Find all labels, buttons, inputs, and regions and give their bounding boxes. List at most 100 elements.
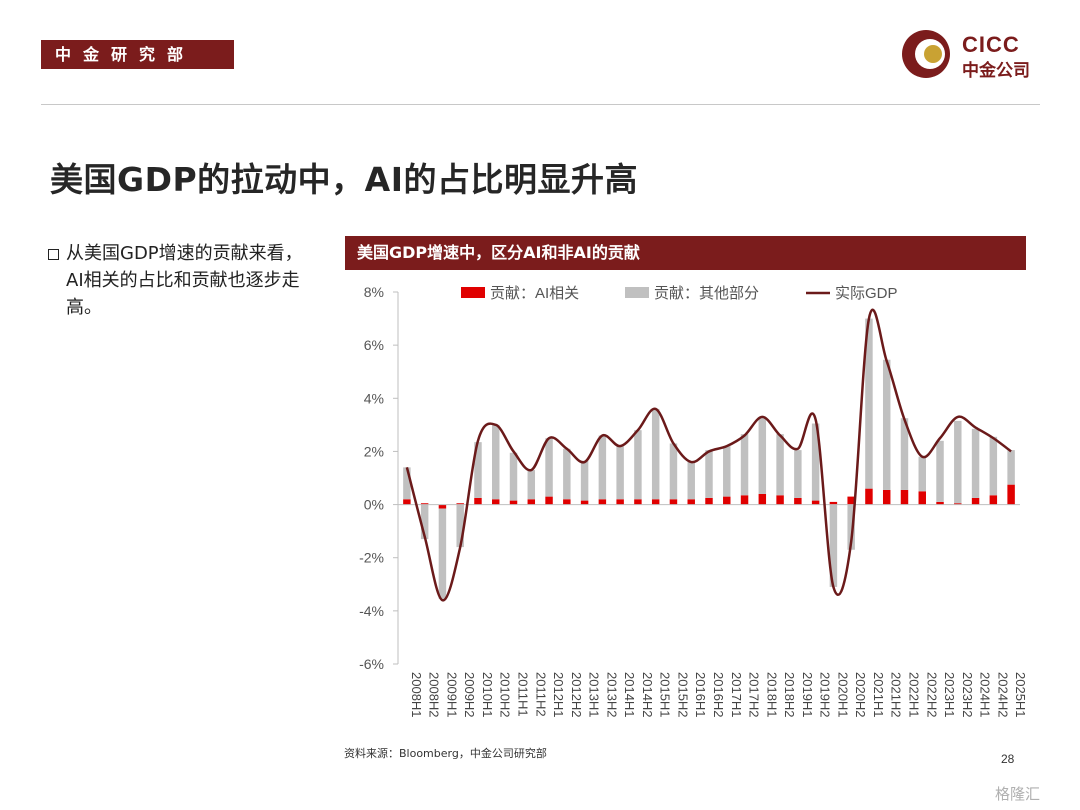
legend-label-ai: 贡献：AI相关 bbox=[490, 285, 579, 302]
x-tick-label: 2021H1 bbox=[871, 672, 886, 718]
bar-other-2018H1 bbox=[758, 416, 767, 494]
y-tick-label: -2% bbox=[359, 550, 384, 566]
x-tick-label: 2012H1 bbox=[551, 672, 566, 718]
bar-other-2010H1 bbox=[474, 442, 482, 498]
bar-ai-2013H2 bbox=[598, 499, 607, 505]
x-tick-label: 2018H1 bbox=[764, 672, 779, 718]
bar-ai-2015H1 bbox=[651, 499, 660, 505]
bar-ai-2014H1 bbox=[616, 499, 624, 505]
bar-other-2017H1 bbox=[723, 446, 731, 497]
bar-other-2010H2 bbox=[492, 424, 500, 500]
bar-other-2016H1 bbox=[687, 462, 695, 500]
x-tick-label: 2010H1 bbox=[480, 672, 495, 718]
bar-ai-2016H2 bbox=[705, 497, 713, 505]
x-tick-label: 2023H1 bbox=[942, 672, 957, 718]
x-tick-label: 2013H1 bbox=[587, 672, 602, 718]
page-number: 28 bbox=[1001, 752, 1015, 766]
x-tick-label: 2008H1 bbox=[409, 672, 424, 718]
legend-label-gdp: 实际GDP bbox=[835, 285, 898, 302]
bar-ai-2012H2 bbox=[563, 499, 571, 505]
bar-ai-2010H2 bbox=[492, 499, 500, 505]
bar-ai-2015H2 bbox=[669, 499, 678, 505]
bar-ai-2019H2 bbox=[811, 500, 820, 505]
x-tick-label: 2022H2 bbox=[924, 672, 939, 718]
bar-ai-2017H2 bbox=[740, 495, 749, 505]
bar-other-2023H2 bbox=[954, 420, 962, 504]
bar-other-2021H1 bbox=[865, 318, 873, 489]
bar-other-2023H1 bbox=[936, 440, 944, 502]
bar-other-2022H1 bbox=[900, 418, 909, 490]
bullet-text: 从美国GDP增速的贡献来看，AI相关的占比和贡献也逐步走高。 bbox=[66, 243, 303, 318]
bar-other-2011H2 bbox=[527, 470, 536, 500]
y-tick-label: 6% bbox=[364, 337, 384, 353]
bar-other-2008H1 bbox=[403, 467, 411, 500]
bar-ai-2021H1 bbox=[865, 488, 873, 505]
legend-label-other: 贡献：其他部分 bbox=[654, 285, 759, 302]
x-tick-label: 2014H1 bbox=[622, 672, 637, 718]
header-divider bbox=[41, 104, 1040, 105]
x-tick-label: 2009H2 bbox=[462, 672, 477, 718]
x-tick-label: 2012H2 bbox=[569, 672, 584, 718]
bar-other-2021H2 bbox=[882, 359, 891, 490]
bar-ai-2020H2 bbox=[847, 496, 855, 505]
bar-ai-2011H2 bbox=[527, 499, 536, 505]
bar-ai-2019H1 bbox=[794, 497, 802, 505]
legend-swatch-other bbox=[625, 287, 649, 298]
y-tick-label: 2% bbox=[364, 443, 384, 459]
x-tick-label: 2008H2 bbox=[427, 672, 442, 718]
bar-other-2015H2 bbox=[669, 443, 678, 500]
x-tick-label: 2024H2 bbox=[995, 672, 1010, 718]
slide-title: 美国GDP的拉动中，AI的占比明显升高 bbox=[50, 160, 638, 199]
x-tick-label: 2014H2 bbox=[640, 672, 655, 718]
x-tick-label: 2010H2 bbox=[498, 672, 513, 718]
gdp-line bbox=[405, 308, 1012, 602]
bar-ai-2025H1 bbox=[1007, 484, 1015, 505]
bar-other-2024H2 bbox=[989, 436, 998, 496]
department-label: 中金研究部 bbox=[41, 40, 234, 69]
x-tick-label: 2016H2 bbox=[711, 672, 726, 718]
x-tick-label: 2024H1 bbox=[978, 672, 993, 718]
bar-other-2020H1 bbox=[829, 504, 838, 587]
bar-ai-2009H2 bbox=[456, 503, 464, 505]
bar-other-2009H1 bbox=[438, 508, 447, 599]
x-tick-label: 2022H1 bbox=[906, 672, 921, 718]
bar-ai-2022H1 bbox=[900, 489, 909, 505]
x-tick-label: 2009H1 bbox=[444, 672, 459, 718]
y-tick-label: 4% bbox=[364, 390, 384, 406]
cicc-logo: CICC 中金公司 bbox=[900, 28, 1050, 81]
y-tick-label: 8% bbox=[364, 284, 384, 300]
y-tick-label: -4% bbox=[359, 603, 384, 619]
logo-text-en: CICC bbox=[962, 32, 1020, 57]
x-tick-label: 2023H2 bbox=[960, 672, 975, 718]
x-tick-label: 2020H1 bbox=[835, 672, 850, 718]
bar-ai-2020H1 bbox=[829, 501, 838, 505]
x-tick-label: 2011H1 bbox=[516, 672, 531, 717]
x-tick-label: 2015H2 bbox=[675, 672, 690, 718]
bar-ai-2012H1 bbox=[545, 496, 553, 505]
x-tick-label: 2019H1 bbox=[800, 672, 815, 718]
x-tick-label: 2017H2 bbox=[747, 672, 762, 718]
bar-ai-2023H2 bbox=[954, 503, 962, 505]
bar-other-2013H1 bbox=[580, 460, 589, 501]
bar-ai-2009H1 bbox=[438, 504, 447, 509]
bar-other-2019H2 bbox=[811, 423, 820, 501]
bar-ai-2021H2 bbox=[882, 489, 891, 505]
bar-ai-2023H1 bbox=[936, 501, 944, 505]
x-tick-label: 2021H2 bbox=[889, 672, 904, 718]
cicc-logo-mark bbox=[902, 30, 950, 78]
x-tick-label: 2017H1 bbox=[729, 672, 744, 718]
y-tick-label: 0% bbox=[364, 497, 384, 513]
bar-ai-2024H1 bbox=[971, 497, 980, 505]
bar-ai-2013H1 bbox=[580, 500, 589, 505]
bar-ai-2008H1 bbox=[403, 499, 411, 505]
legend-swatch-ai bbox=[461, 287, 485, 298]
square-bullet-icon bbox=[48, 249, 59, 260]
bar-other-2025H1 bbox=[1007, 450, 1015, 485]
bar-other-2024H1 bbox=[971, 428, 980, 498]
x-tick-label: 2013H2 bbox=[604, 672, 619, 718]
bar-other-2009H2 bbox=[456, 504, 464, 548]
bar-ai-2014H2 bbox=[634, 499, 642, 505]
bar-other-2014H2 bbox=[634, 430, 642, 500]
x-tick-label: 2020H2 bbox=[853, 672, 868, 718]
bar-other-2008H2 bbox=[420, 504, 429, 540]
